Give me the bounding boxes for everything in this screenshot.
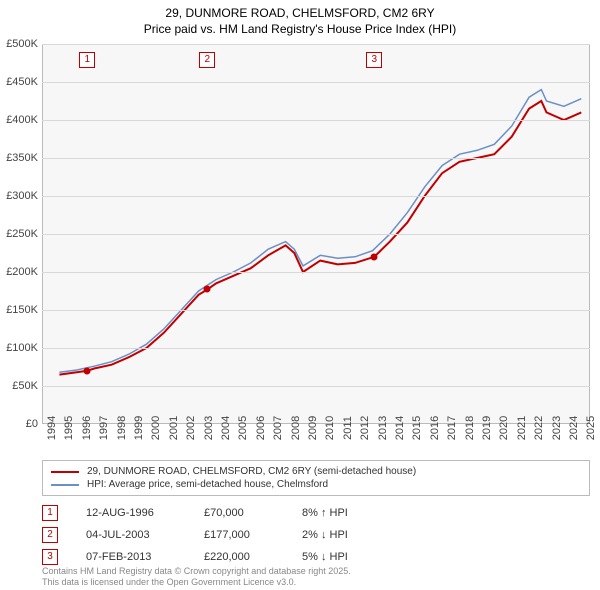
gridline bbox=[42, 348, 590, 349]
gridline bbox=[42, 196, 590, 197]
attribution-footer: Contains HM Land Registry data © Crown c… bbox=[42, 566, 351, 588]
legend-swatch bbox=[51, 471, 79, 473]
footer-line-2: This data is licensed under the Open Gov… bbox=[42, 577, 351, 588]
x-axis-label: 2014 bbox=[394, 416, 406, 440]
sale-point-dot bbox=[204, 286, 211, 293]
x-axis-label: 1995 bbox=[63, 416, 75, 440]
gridline bbox=[42, 158, 590, 159]
x-axis-label: 2019 bbox=[481, 416, 493, 440]
sale-row: 2 04-JUL-2003 £177,000 2% ↓ HPI bbox=[42, 524, 382, 546]
gridline bbox=[42, 272, 590, 273]
y-axis-label: £200K bbox=[0, 266, 38, 278]
x-axis-label: 2005 bbox=[237, 416, 249, 440]
series-line bbox=[59, 90, 581, 373]
x-axis-label: 2013 bbox=[377, 416, 389, 440]
sale-marker-3: 3 bbox=[366, 52, 382, 68]
gridline bbox=[42, 82, 590, 83]
series-line bbox=[59, 101, 581, 375]
sale-hpi-diff: 5% ↓ HPI bbox=[302, 551, 382, 563]
sale-point-dot bbox=[84, 367, 91, 374]
gridline bbox=[42, 310, 590, 311]
x-axis-label: 2023 bbox=[551, 416, 563, 440]
x-axis-label: 2000 bbox=[150, 416, 162, 440]
sale-row: 1 12-AUG-1996 £70,000 8% ↑ HPI bbox=[42, 502, 382, 524]
y-axis-label: £350K bbox=[0, 152, 38, 164]
sale-row-marker: 1 bbox=[42, 505, 58, 521]
x-axis-label: 1996 bbox=[81, 416, 93, 440]
sale-price: £220,000 bbox=[204, 551, 274, 563]
gridline bbox=[42, 234, 590, 235]
y-axis-label: £150K bbox=[0, 304, 38, 316]
sale-row: 3 07-FEB-2013 £220,000 5% ↓ HPI bbox=[42, 546, 382, 568]
x-axis-label: 2007 bbox=[272, 416, 284, 440]
sale-row-marker: 2 bbox=[42, 527, 58, 543]
sales-table: 1 12-AUG-1996 £70,000 8% ↑ HPI 2 04-JUL-2003 £… bbox=[42, 502, 382, 568]
x-axis-label: 2009 bbox=[307, 416, 319, 440]
x-axis-label: 2010 bbox=[324, 416, 336, 440]
sale-row-marker: 3 bbox=[42, 549, 58, 565]
gridline bbox=[42, 120, 590, 121]
y-axis-label: £250K bbox=[0, 228, 38, 240]
sale-date: 07-FEB-2013 bbox=[86, 551, 176, 563]
x-axis-label: 2001 bbox=[168, 416, 180, 440]
legend-item: HPI: Average price, semi-detached house,… bbox=[51, 478, 581, 491]
sale-date: 04-JUL-2003 bbox=[86, 529, 176, 541]
sale-point-dot bbox=[371, 253, 378, 260]
sale-hpi-diff: 8% ↑ HPI bbox=[302, 507, 382, 519]
sale-date: 12-AUG-1996 bbox=[86, 507, 176, 519]
x-axis-label: 2022 bbox=[533, 416, 545, 440]
x-axis-label: 2020 bbox=[498, 416, 510, 440]
title-line-1: 29, DUNMORE ROAD, CHELMSFORD, CM2 6RY bbox=[0, 6, 600, 22]
legend-item: 29, DUNMORE ROAD, CHELMSFORD, CM2 6RY (s… bbox=[51, 465, 581, 478]
legend: 29, DUNMORE ROAD, CHELMSFORD, CM2 6RY (s… bbox=[42, 460, 590, 496]
sale-price: £70,000 bbox=[204, 507, 274, 519]
y-axis-label: £100K bbox=[0, 342, 38, 354]
legend-label: 29, DUNMORE ROAD, CHELMSFORD, CM2 6RY (s… bbox=[87, 466, 416, 477]
x-axis-label: 2008 bbox=[290, 416, 302, 440]
x-axis-label: 2016 bbox=[429, 416, 441, 440]
x-axis-label: 2004 bbox=[220, 416, 232, 440]
x-axis-label: 2017 bbox=[446, 416, 458, 440]
sale-hpi-diff: 2% ↓ HPI bbox=[302, 529, 382, 541]
x-axis-label: 2012 bbox=[359, 416, 371, 440]
x-axis-label: 2024 bbox=[568, 416, 580, 440]
x-axis-label: 2006 bbox=[255, 416, 267, 440]
sale-marker-2: 2 bbox=[199, 52, 215, 68]
legend-swatch bbox=[51, 484, 79, 486]
title-line-2: Price paid vs. HM Land Registry's House … bbox=[0, 22, 600, 38]
x-axis-label: 2021 bbox=[516, 416, 528, 440]
x-axis-label: 1997 bbox=[98, 416, 110, 440]
x-axis-label: 1999 bbox=[133, 416, 145, 440]
gridline bbox=[42, 44, 590, 45]
x-axis-label: 2025 bbox=[585, 416, 597, 440]
y-axis-label: £500K bbox=[0, 38, 38, 50]
footer-line-1: Contains HM Land Registry data © Crown c… bbox=[42, 566, 351, 577]
x-axis-label: 2011 bbox=[342, 416, 354, 440]
y-axis-label: £450K bbox=[0, 76, 38, 88]
sale-price: £177,000 bbox=[204, 529, 274, 541]
chart-container: 29, DUNMORE ROAD, CHELMSFORD, CM2 6RY Pr… bbox=[0, 0, 600, 590]
gridline bbox=[42, 386, 590, 387]
x-axis-label: 2018 bbox=[464, 416, 476, 440]
legend-label: HPI: Average price, semi-detached house,… bbox=[87, 479, 328, 490]
x-axis-label: 2003 bbox=[203, 416, 215, 440]
x-axis-label: 2002 bbox=[185, 416, 197, 440]
y-axis-label: £300K bbox=[0, 190, 38, 202]
x-axis-label: 1998 bbox=[116, 416, 128, 440]
y-axis-label: £0 bbox=[0, 418, 38, 430]
x-axis-label: 1994 bbox=[46, 416, 58, 440]
x-axis-label: 2015 bbox=[411, 416, 423, 440]
plot-area: £0£50K£100K£150K£200K£250K£300K£350K£400… bbox=[42, 44, 590, 424]
sale-marker-1: 1 bbox=[79, 52, 95, 68]
chart-title: 29, DUNMORE ROAD, CHELMSFORD, CM2 6RY Pr… bbox=[0, 0, 600, 37]
y-axis-label: £400K bbox=[0, 114, 38, 126]
y-axis-label: £50K bbox=[0, 380, 38, 392]
